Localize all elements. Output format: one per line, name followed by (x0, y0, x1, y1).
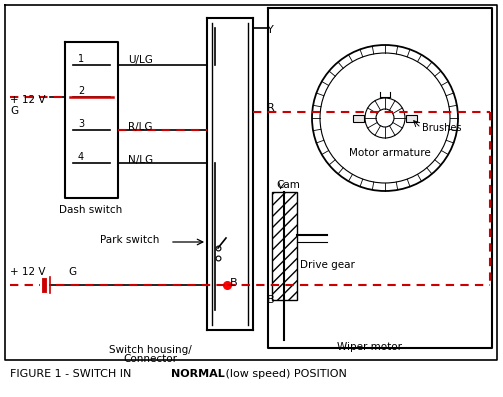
Text: NORMAL: NORMAL (171, 369, 225, 379)
Bar (272, 192, 297, 300)
Text: U/LG: U/LG (128, 55, 153, 65)
Text: Cam: Cam (276, 180, 300, 190)
Text: Brushes: Brushes (422, 123, 461, 133)
Text: G: G (68, 267, 76, 277)
Text: (low speed) POSITION: (low speed) POSITION (222, 369, 347, 379)
Text: G: G (10, 106, 18, 116)
Text: 2: 2 (78, 86, 84, 96)
Text: Drive gear: Drive gear (300, 260, 355, 270)
Text: 3: 3 (78, 119, 84, 129)
Text: Y: Y (267, 25, 274, 35)
Text: Motor armature: Motor armature (349, 148, 431, 158)
Text: N/LG: N/LG (128, 155, 153, 165)
Text: + 12 V: + 12 V (10, 95, 45, 105)
Text: Switch housing/: Switch housing/ (109, 345, 191, 355)
Text: + 12 V: + 12 V (10, 267, 45, 277)
Text: 4: 4 (78, 152, 84, 162)
Text: Park switch: Park switch (100, 235, 159, 245)
Bar (353, 115, 364, 122)
Text: R/LG: R/LG (128, 122, 152, 132)
Bar (406, 115, 417, 122)
Text: FIGURE 1 - SWITCH IN: FIGURE 1 - SWITCH IN (10, 369, 135, 379)
Text: R: R (267, 103, 275, 113)
Text: Dash switch: Dash switch (59, 205, 123, 215)
Text: Wiper motor: Wiper motor (338, 342, 402, 352)
Text: 1: 1 (78, 54, 84, 64)
Circle shape (376, 109, 394, 127)
Text: Connector: Connector (123, 354, 177, 364)
Text: B: B (230, 278, 237, 288)
Text: B: B (267, 295, 275, 305)
Circle shape (365, 98, 405, 138)
